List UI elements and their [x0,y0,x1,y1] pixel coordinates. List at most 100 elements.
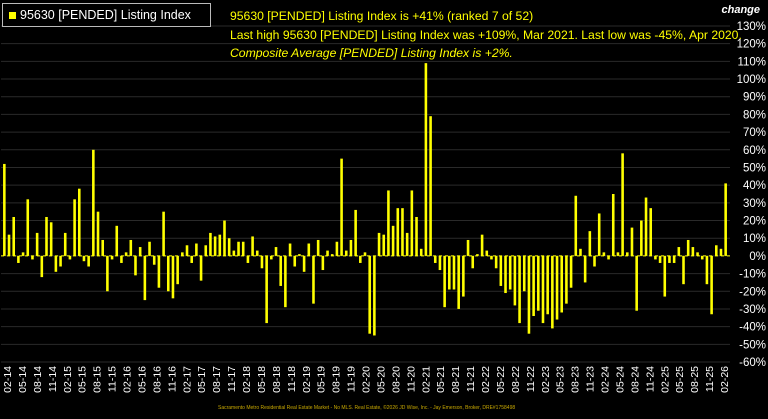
bar [31,255,34,260]
bar [597,213,601,256]
bar [251,236,254,256]
bar [448,255,451,290]
y-tick-label: 90% [743,92,766,104]
bar [405,232,409,256]
y-tick-label: 0% [749,251,766,263]
grid-lines [1,25,730,363]
bar [415,216,418,256]
y-axis-title: change [721,4,760,16]
x-tick-label: 11-22 [525,366,537,392]
bar [626,252,629,256]
bar [401,208,404,256]
bar [138,247,142,256]
bar [443,255,446,308]
x-tick-label: 08-19 [331,366,343,393]
bar [45,216,48,256]
x-tick-label: 11-24 [644,366,656,392]
bar [522,255,526,292]
bar [59,255,62,267]
y-tick-label: 100% [737,74,766,86]
bar [26,199,30,256]
bar [419,248,423,256]
bar [429,116,432,256]
y-axis-ticks: 130% 120% 110% 100% 90% 80% 70% 60% 50% 40% 30% 20%… [737,21,766,369]
bar [569,255,573,288]
bar [579,248,582,256]
bar [565,255,568,304]
bar [260,255,264,269]
x-tick-label: 08-17 [211,366,223,393]
bar [433,255,437,263]
bar [241,241,245,256]
bar [171,255,175,299]
bar [527,255,531,334]
bar [387,190,390,256]
bar [96,211,100,256]
bar [518,255,521,324]
bar [391,225,395,256]
x-tick-label: 11-14 [47,366,59,392]
x-tick-label: 05-18 [256,366,268,393]
bar [574,195,578,256]
bar [87,255,90,267]
x-tick-label: 02-21 [420,366,432,393]
bar [185,245,189,256]
bar [330,254,334,256]
bar [115,225,119,256]
bar [476,254,479,256]
x-tick-label: 11-21 [465,366,477,392]
bar [190,255,193,263]
x-tick-label: 08-24 [629,366,641,393]
x-tick-label: 02-26 [719,366,731,393]
bar [462,255,465,297]
bar [724,183,727,256]
y-tick-label: 60% [743,145,766,157]
y-tick-label: 120% [737,39,766,51]
bar [129,239,133,256]
x-tick-label: 05-17 [196,366,208,393]
bar [677,247,681,256]
x-tick-label: 02-18 [241,366,253,393]
bar [92,149,95,256]
x-tick-label: 08-16 [151,366,163,393]
bar [82,255,86,262]
bar [312,255,315,304]
bar [382,234,386,256]
bar [658,255,662,263]
bar [560,255,564,313]
bar [218,234,222,256]
legend: 95630 [PENDED] Listing Index [2,3,211,27]
y-tick-label: -30% [739,304,766,316]
bar [700,255,704,260]
bar [663,255,667,297]
x-tick-label: 05-22 [495,366,507,393]
bar [335,241,339,256]
bar [537,255,540,311]
bar [377,232,381,256]
bar [532,255,535,317]
bar [265,255,268,324]
bar [368,255,371,334]
bar [644,197,648,256]
bar [546,255,549,315]
y-tick-label: 50% [743,162,766,174]
bar [302,255,306,272]
bar [705,255,709,285]
legend-swatch [9,12,16,19]
bar [209,232,212,256]
bar [270,255,273,260]
bar [471,255,475,269]
y-tick-label: 110% [737,56,766,68]
x-tick-label: 05-16 [136,366,148,393]
bar [63,232,67,256]
bar [134,255,137,276]
bar [504,255,507,294]
bar [176,255,179,285]
bar [607,255,610,260]
bar [513,255,517,306]
bar [621,153,624,256]
bar [101,239,104,256]
bar [373,255,376,336]
bar [246,255,250,263]
